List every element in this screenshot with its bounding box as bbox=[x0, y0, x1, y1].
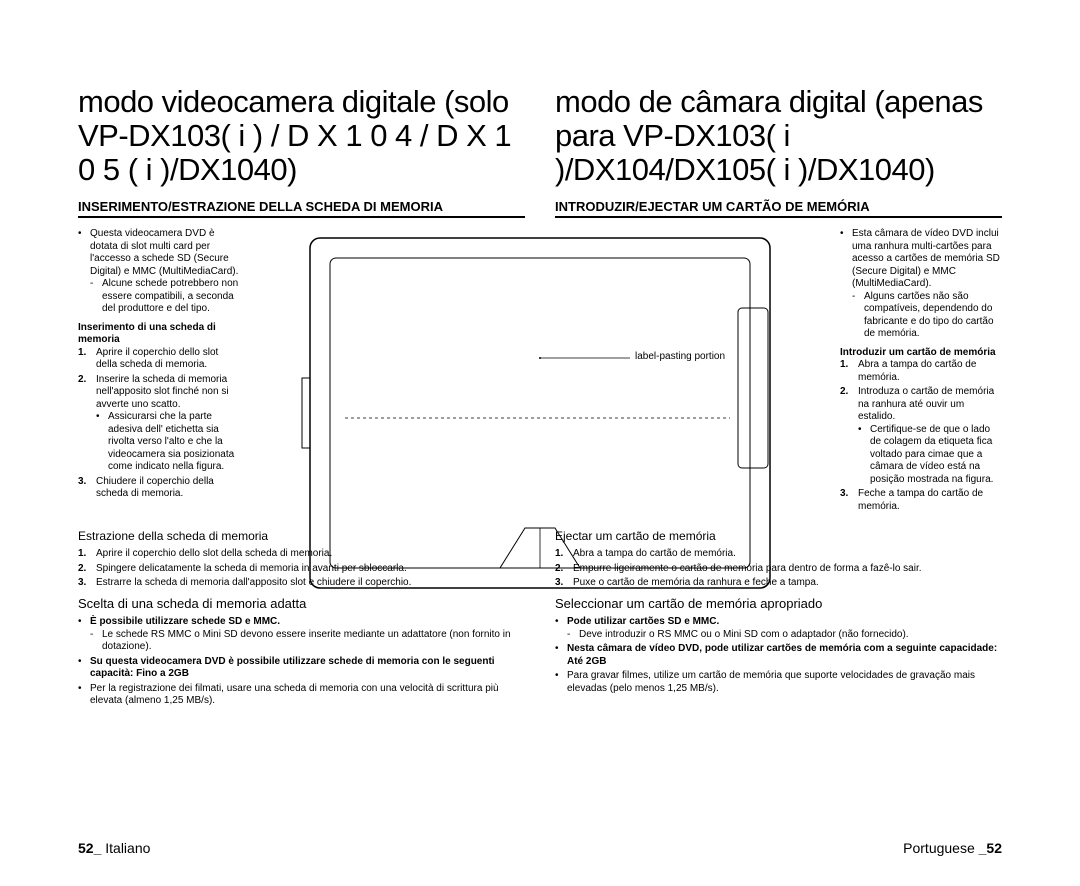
insert-heading-left: Inserimento di una scheda di memoria bbox=[78, 322, 240, 347]
diagram-label: label-pasting portion bbox=[635, 351, 725, 362]
intro-dash-left: Alcune schede potrebbero non essere comp… bbox=[90, 278, 240, 316]
select-b1-right: Pode utilizar cartões SD e MMC. Deve int… bbox=[555, 616, 1002, 641]
intro-bullet-text-right: Esta câmara de vídeo DVD inclui uma ranh… bbox=[852, 228, 1000, 289]
content-row: Questa videocamera DVD è dotata di slot … bbox=[78, 228, 1002, 515]
footer-num-left: 52_ bbox=[78, 840, 101, 856]
insert-step1-right: 1.Abra a tampa do cartão de memória. bbox=[840, 359, 1002, 384]
page-footer: 52_ Italiano Portuguese _52 bbox=[78, 840, 1002, 856]
insert-step2-left: 2.Inserire la scheda di memoria nell'app… bbox=[78, 374, 240, 474]
camera-diagram: label-pasting portion bbox=[300, 228, 780, 598]
select-list-right: Pode utilizar cartões SD e MMC. Deve int… bbox=[555, 616, 1002, 695]
title-right-col: modo de câmara digital (apenas para VP-D… bbox=[555, 85, 1002, 228]
select-b1-left: È possibile utilizzare schede SD e MMC. … bbox=[78, 616, 525, 654]
footer-lang-left: Italiano bbox=[101, 840, 150, 856]
lower-left-col: Estrazione della scheda di memoria 1.Apr… bbox=[78, 523, 525, 709]
intro-list-right: Esta câmara de vídeo DVD inclui uma ranh… bbox=[840, 228, 1002, 341]
footer-right: Portuguese _52 bbox=[903, 840, 1002, 856]
insert-step2-sub-left: Assicurarsi che la parte adesiva dell' e… bbox=[96, 411, 240, 474]
right-text-column: Esta câmara de vídeo DVD inclui uma ranh… bbox=[832, 228, 1002, 515]
extract-step3-left: 3.Estrarre la scheda di memoria dall'app… bbox=[78, 577, 525, 590]
extract-steps-left: 1.Aprire il coperchio dello slot della s… bbox=[78, 548, 525, 590]
extract-step1-left: 1.Aprire il coperchio dello slot della s… bbox=[78, 548, 525, 561]
select-b2-left: Su questa videocamera DVD è possibile ut… bbox=[78, 656, 525, 681]
select-b1-dash-right: Deve introduzir o RS MMC ou o Mini SD co… bbox=[567, 629, 1002, 642]
insert-step2-right: 2.Introduza o cartão de memória na ranhu… bbox=[840, 386, 1002, 486]
insert-step1-left: 1.Aprire il coperchio dello slot della s… bbox=[78, 347, 240, 372]
select-b3-left: Per la registrazione dei filmati, usare … bbox=[78, 683, 525, 708]
select-b2-right: Nesta câmara de vídeo DVD, pode utilizar… bbox=[555, 643, 1002, 668]
select-b3-right: Para gravar filmes, utilize um cartão de… bbox=[555, 670, 1002, 695]
select-list-left: È possibile utilizzare schede SD e MMC. … bbox=[78, 616, 525, 708]
diagram-area: label-pasting portion bbox=[248, 228, 832, 515]
insert-step3-right: 3.Feche a tampa do cartão de memória. bbox=[840, 488, 1002, 513]
extract-steps-right: 1.Abra a tampa do cartão de memória. 2.E… bbox=[555, 548, 1002, 590]
title-portuguese: modo de câmara digital (apenas para VP-D… bbox=[555, 85, 1002, 187]
heading-italian: INSERIMENTO/ESTRAZIONE DELLA SCHEDA DI M… bbox=[78, 199, 525, 218]
camera-svg bbox=[300, 228, 780, 598]
intro-bullet-text: Questa videocamera DVD è dotata di slot … bbox=[90, 228, 238, 277]
insert-steps-left: 1.Aprire il coperchio dello slot della s… bbox=[78, 347, 240, 501]
left-text-column: Questa videocamera DVD è dotata di slot … bbox=[78, 228, 248, 515]
insert-step2-sub-right: Certifique-se de que o lado de colagem d… bbox=[858, 424, 1002, 487]
extract-step2-left: 2.Spingere delicatamente la scheda di me… bbox=[78, 563, 525, 576]
extract-step2-right: 2.Empurre ligeiramente o cartão de memór… bbox=[555, 563, 1002, 576]
insert-heading-right: Introduzir um cartão de memória bbox=[840, 347, 1002, 360]
intro-bullet-right: Esta câmara de vídeo DVD inclui uma ranh… bbox=[840, 228, 1002, 341]
intro-bullet-left: Questa videocamera DVD è dotata di slot … bbox=[78, 228, 240, 316]
lower-right-col: Ejectar um cartão de memória 1.Abra a ta… bbox=[555, 523, 1002, 709]
intro-dash-right: Alguns cartões não são compatíveis, depe… bbox=[852, 291, 1002, 341]
insert-steps-right: 1.Abra a tampa do cartão de memória. 2.I… bbox=[840, 359, 1002, 513]
manual-page: modo videocamera digitale (solo VP-DX103… bbox=[0, 0, 1080, 886]
title-left-col: modo videocamera digitale (solo VP-DX103… bbox=[78, 85, 525, 228]
insert-step3-left: 3.Chiudere il coperchio della scheda di … bbox=[78, 476, 240, 501]
intro-list-left: Questa videocamera DVD è dotata di slot … bbox=[78, 228, 240, 316]
footer-num-right: _52 bbox=[979, 840, 1002, 856]
extract-step3-right: 3.Puxe o cartão de memória da ranhura e … bbox=[555, 577, 1002, 590]
select-b1-dash-left: Le schede RS MMC o Mini SD devono essere… bbox=[90, 629, 525, 654]
heading-portuguese: INTRODUZIR/EJECTAR UM CARTÃO DE MEMÓRIA bbox=[555, 199, 1002, 218]
footer-lang-right: Portuguese bbox=[903, 840, 979, 856]
footer-left: 52_ Italiano bbox=[78, 840, 150, 856]
title-italian: modo videocamera digitale (solo VP-DX103… bbox=[78, 85, 525, 187]
title-row: modo videocamera digitale (solo VP-DX103… bbox=[78, 85, 1002, 228]
extract-step1-right: 1.Abra a tampa do cartão de memória. bbox=[555, 548, 1002, 561]
